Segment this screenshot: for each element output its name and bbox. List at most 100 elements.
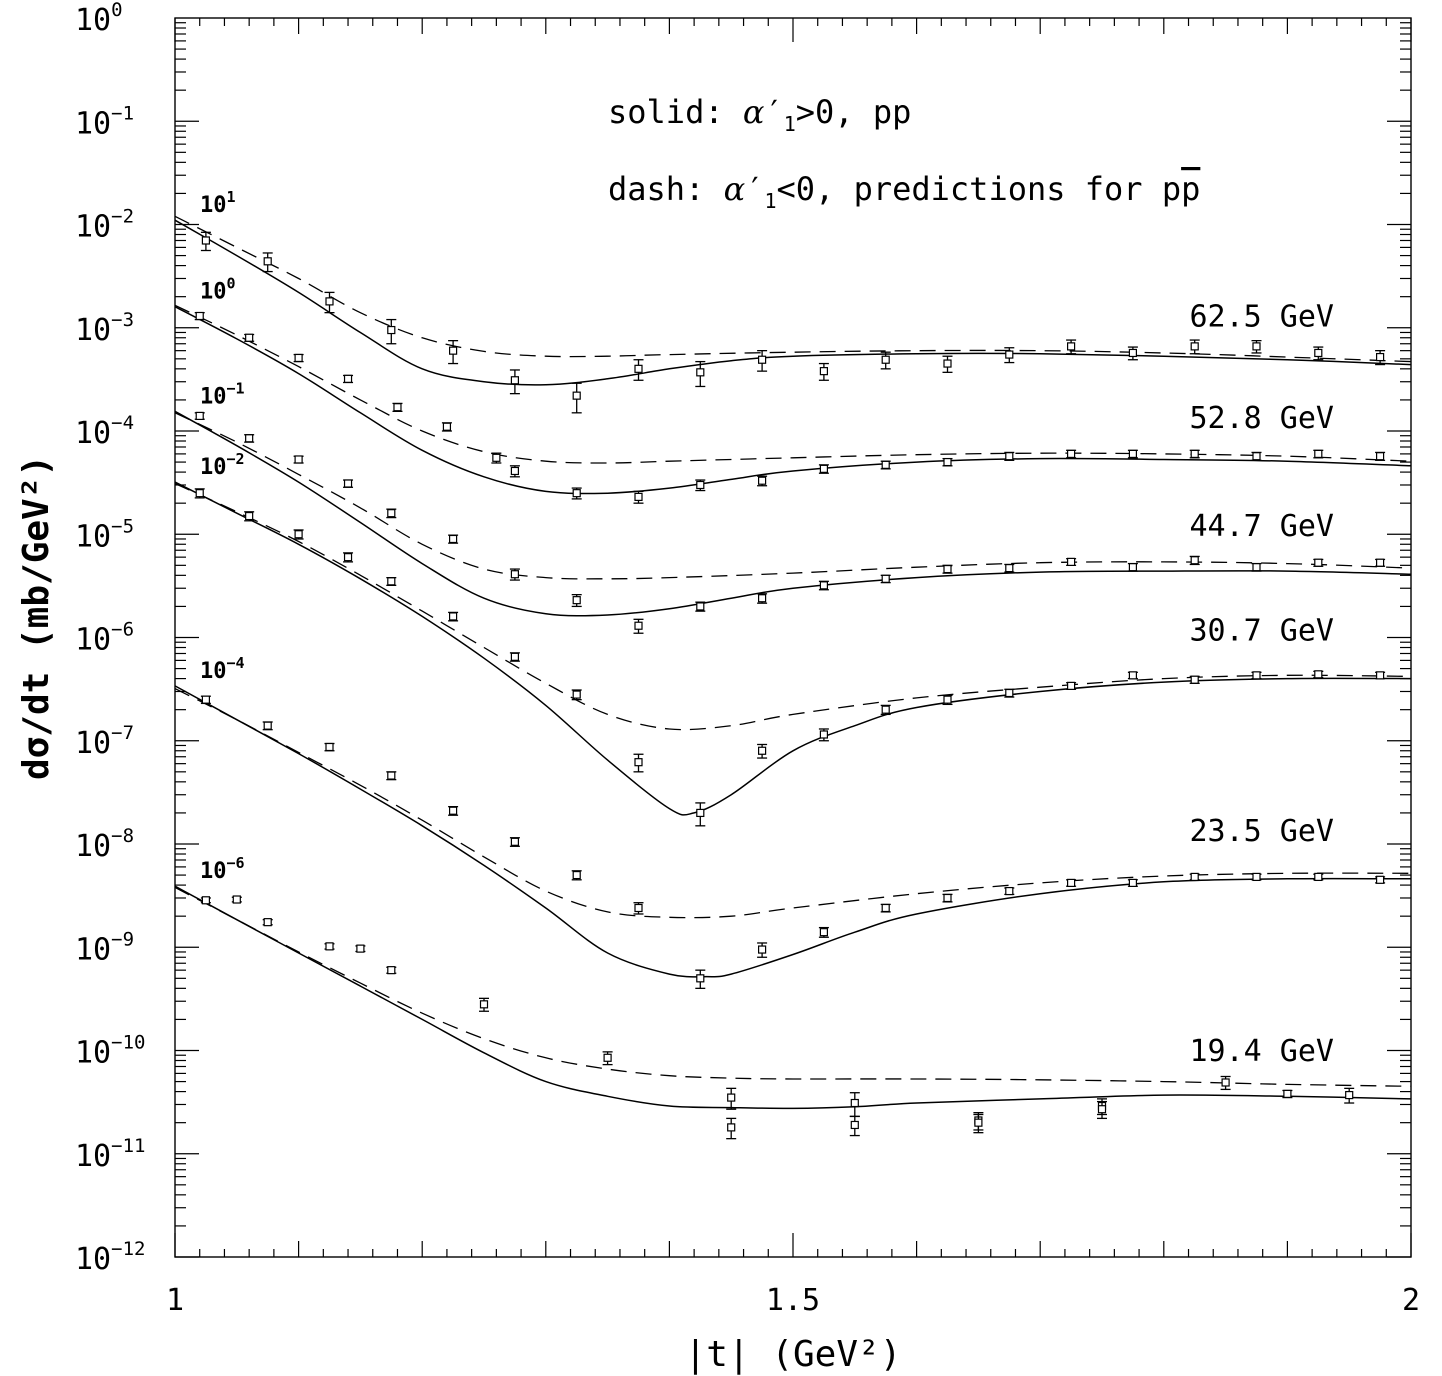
data-point: [727, 1123, 736, 1132]
data-point: [572, 489, 581, 498]
scale-factor-label: 10−6: [200, 854, 245, 884]
data-point: [1375, 558, 1385, 567]
model-curves: [174, 215, 1412, 1110]
y-tick-label: 10−6: [75, 619, 134, 658]
y-tick-label: 10−1: [75, 102, 134, 141]
data-point: [696, 368, 705, 377]
data-point: [634, 364, 643, 373]
data-point: [1005, 688, 1014, 698]
data-point: [263, 918, 272, 927]
data-point: [572, 596, 581, 605]
data-point: [1314, 670, 1323, 679]
data-point: [449, 346, 458, 355]
y-tick-label: 10−11: [75, 1135, 145, 1174]
data-point: [449, 806, 458, 815]
data-point: [1128, 348, 1138, 358]
data-point: [1005, 452, 1014, 461]
y-tick-label: 10−4: [75, 412, 134, 451]
series-labels: 62.5 GeV 101 52.8 GeV 100 44.7 GeV 10−1 30.7 G…: [200, 188, 1334, 1069]
x-tick-label: 1.5: [766, 1283, 820, 1318]
data-point: [943, 564, 952, 574]
data-point: [696, 974, 705, 983]
scale-factor-label: 10−4: [200, 654, 245, 684]
data-point: [974, 1118, 983, 1127]
data-point: [343, 479, 353, 488]
data-point: [1128, 449, 1138, 459]
data-point: [492, 453, 501, 462]
data-point: [387, 966, 396, 975]
x-tick-label: 1: [166, 1283, 184, 1318]
data-point: [510, 466, 519, 476]
annotation-dash: dash: α′1<0, predictions for pp: [608, 170, 1200, 213]
data-point: [387, 577, 396, 586]
y-tick-label: 10−2: [75, 206, 134, 245]
energy-label: 44.7 GeV: [1190, 509, 1335, 544]
data-point: [232, 895, 241, 904]
y-tick-label: 10−7: [75, 722, 134, 761]
data-point: [245, 333, 254, 342]
data-point: [1221, 1078, 1230, 1087]
dashed-curve: [174, 688, 1412, 919]
solid-curve: [174, 410, 1412, 617]
energy-label: 62.5 GeV: [1190, 300, 1335, 335]
data-point: [850, 1098, 859, 1108]
solid-curve: [174, 219, 1412, 386]
dashed-curve: [174, 304, 1412, 464]
data-point: [510, 570, 519, 579]
data-point: [294, 353, 303, 363]
energy-label: 23.5 GeV: [1190, 814, 1335, 849]
data-point: [195, 411, 204, 421]
data-point: [1005, 886, 1014, 896]
data-point: [757, 594, 767, 603]
data-point: [634, 903, 643, 913]
data-point: [479, 1000, 489, 1009]
data-point: [201, 695, 210, 704]
data-point: [819, 928, 829, 937]
data-point: [245, 511, 254, 521]
data-point: [449, 534, 458, 544]
y-tick-label: 10−3: [75, 309, 134, 348]
data-point: [325, 742, 334, 752]
data-point: [572, 391, 581, 400]
data-point: [943, 695, 952, 704]
scale-factor-label: 101: [200, 188, 236, 218]
data-point: [1375, 452, 1385, 461]
x-axis-label: |t| (GeV²): [685, 1334, 902, 1375]
y-axis-label: dσ/dt (mb/GeV²): [16, 455, 57, 780]
data-point: [696, 480, 705, 490]
data-point: [1066, 342, 1076, 351]
data-point: [881, 574, 890, 583]
data-point: [572, 690, 581, 699]
data-point: [510, 652, 519, 661]
y-tick-label: 10−12: [75, 1238, 145, 1277]
energy-label: 19.4 GeV: [1190, 1034, 1335, 1069]
data-point: [943, 457, 952, 467]
data-point: [1375, 875, 1385, 884]
data-point: [1190, 449, 1199, 459]
data-point: [1066, 449, 1076, 459]
data-point: [449, 612, 458, 621]
data-point: [1252, 563, 1261, 572]
data-point: [696, 808, 705, 818]
data-point: [819, 581, 829, 590]
data-point: [1345, 1090, 1354, 1100]
data-point: [696, 602, 705, 611]
data-point: [245, 434, 254, 443]
data-point: [1005, 350, 1014, 359]
data-point: [263, 721, 272, 730]
data-point: [1005, 564, 1014, 573]
y-tick-label: 10−10: [75, 1032, 145, 1071]
data-point: [1375, 352, 1385, 362]
data-point: [294, 455, 303, 464]
data-point: [1375, 671, 1385, 680]
data-point: [881, 705, 890, 714]
data-point: [263, 257, 272, 266]
data-point: [1128, 878, 1138, 887]
data-point: [1066, 557, 1076, 566]
data-point: [1128, 563, 1138, 572]
data-point: [1252, 872, 1261, 882]
data-points: [194, 231, 1386, 1140]
scale-factor-label: 100: [200, 275, 236, 305]
data-point: [757, 355, 767, 364]
